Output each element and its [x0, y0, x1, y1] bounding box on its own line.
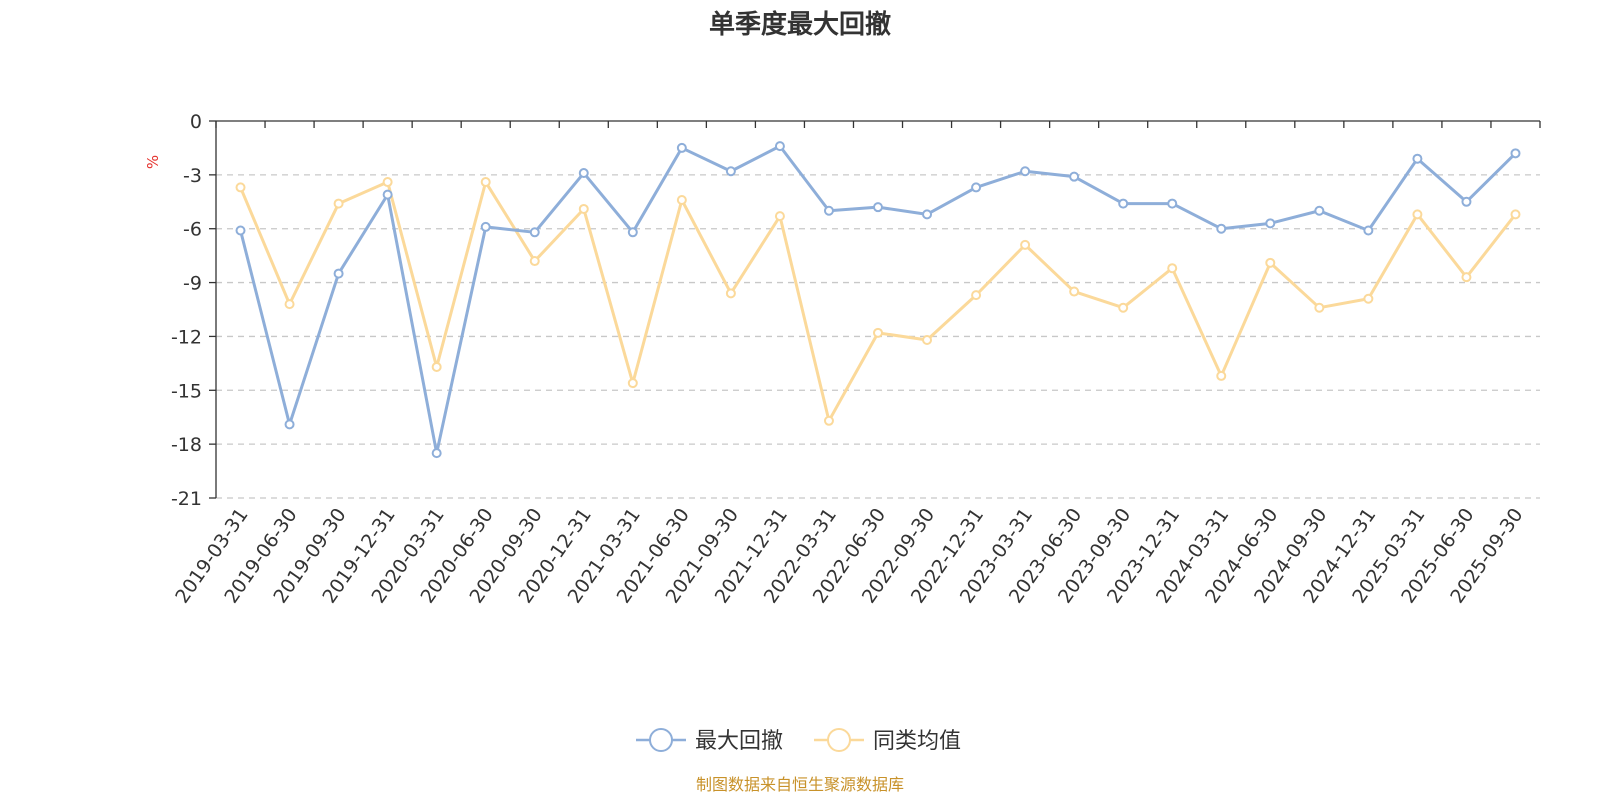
data-point[interactable]: [235, 182, 246, 193]
data-point[interactable]: [1167, 198, 1178, 209]
data-point[interactable]: [431, 448, 442, 459]
data-point[interactable]: [1314, 302, 1325, 313]
data-point[interactable]: [1265, 218, 1276, 229]
y-axis-unit: %: [144, 155, 162, 169]
legend-item-peer-average[interactable]: 同类均值: [814, 728, 961, 754]
data-point[interactable]: [1363, 293, 1374, 304]
data-point[interactable]: [382, 189, 393, 200]
data-point[interactable]: [922, 335, 933, 346]
data-point[interactable]: [1510, 209, 1521, 220]
data-point[interactable]: [382, 177, 393, 188]
data-point[interactable]: [1118, 198, 1129, 209]
data-source-note: 制图数据来自恒生聚源数据库: [696, 775, 904, 794]
data-point[interactable]: [529, 256, 540, 267]
data-point[interactable]: [873, 327, 883, 338]
series-max-drawdown: [235, 141, 1521, 459]
y-tick-label: -6: [183, 219, 202, 241]
y-tick-label: -18: [171, 434, 202, 456]
data-point[interactable]: [1510, 148, 1521, 159]
data-point[interactable]: [922, 209, 933, 220]
y-tick-label: 0: [190, 111, 202, 133]
data-point[interactable]: [627, 227, 638, 238]
data-point[interactable]: [333, 198, 344, 209]
data-point[interactable]: [578, 203, 589, 214]
data-point[interactable]: [1069, 171, 1080, 182]
data-point[interactable]: [627, 378, 638, 389]
legend-label: 同类均值: [873, 729, 961, 754]
x-tick-labels: 2019-03-312019-06-302019-09-302019-12-31…: [171, 504, 1527, 607]
legend[interactable]: 最大回撤 同类均值: [636, 728, 961, 754]
data-point[interactable]: [1020, 239, 1031, 250]
data-point[interactable]: [480, 177, 491, 188]
data-point[interactable]: [578, 168, 589, 179]
series-line: [239, 144, 1517, 455]
data-point[interactable]: [873, 202, 883, 213]
data-point[interactable]: [1461, 196, 1472, 207]
chart-title: 单季度最大回撤: [709, 9, 891, 40]
data-point[interactable]: [1216, 370, 1227, 381]
data-point[interactable]: [1314, 205, 1325, 216]
data-point[interactable]: [1461, 272, 1472, 283]
data-point[interactable]: [823, 415, 834, 426]
data-point[interactable]: [1167, 263, 1178, 274]
data-point[interactable]: [676, 194, 687, 205]
data-point[interactable]: [774, 141, 785, 152]
legend-label: 最大回撤: [695, 729, 783, 754]
data-point[interactable]: [333, 268, 344, 279]
data-point[interactable]: [823, 205, 834, 216]
legend-marker-icon: [827, 728, 851, 752]
data-point[interactable]: [725, 288, 736, 299]
y-tick-labels: 0 -3 -6 -9 -12 -15 -18 -21: [171, 111, 202, 510]
data-point[interactable]: [676, 142, 687, 153]
data-point[interactable]: [1265, 257, 1276, 268]
grid-lines: [216, 174, 1540, 499]
data-point[interactable]: [431, 361, 442, 372]
data-point[interactable]: [1412, 153, 1423, 164]
data-point[interactable]: [1020, 166, 1031, 177]
data-point[interactable]: [1412, 209, 1423, 220]
data-point[interactable]: [480, 221, 491, 232]
data-point[interactable]: [1118, 302, 1129, 313]
data-point[interactable]: [725, 166, 736, 177]
data-point[interactable]: [774, 211, 785, 222]
legend-marker-icon: [649, 728, 673, 752]
data-point[interactable]: [1216, 223, 1227, 234]
data-point[interactable]: [284, 299, 295, 310]
data-point[interactable]: [971, 290, 982, 301]
y-tick-label: -12: [171, 326, 202, 348]
data-point[interactable]: [529, 227, 540, 238]
series-line: [239, 180, 1517, 423]
y-tick-label: -3: [183, 165, 202, 187]
data-point[interactable]: [971, 182, 982, 193]
data-point[interactable]: [1069, 286, 1080, 297]
series-layer: [235, 141, 1521, 459]
data-point[interactable]: [1363, 225, 1374, 236]
axes: [209, 120, 1541, 499]
data-point[interactable]: [284, 419, 295, 430]
y-tick-label: -9: [183, 273, 202, 295]
data-point[interactable]: [235, 225, 246, 236]
y-tick-label: -21: [171, 488, 202, 510]
legend-item-max-drawdown[interactable]: 最大回撤: [636, 728, 783, 754]
series-peer-average: [235, 177, 1521, 426]
y-tick-label: -15: [171, 380, 202, 402]
